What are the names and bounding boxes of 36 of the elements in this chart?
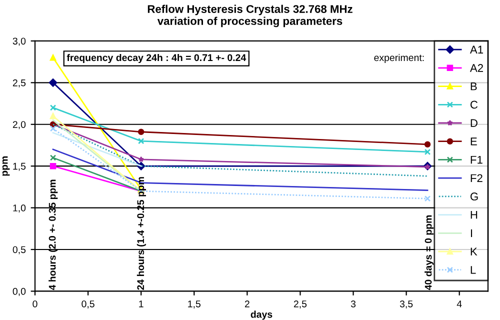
annotation: 4 hours (2.0 +- 0.35 ppm [48,180,58,290]
y-tick-label: 3,0 [12,38,26,46]
legend-label: F1 [470,156,482,164]
legend-label: A1 [470,46,484,54]
legend-label: E [470,138,477,146]
y-tick-label: 2,5 [12,79,26,88]
y-tick-label: 1,0 [13,204,26,213]
x-tick-label: 1 [139,300,144,308]
y-tick-label: 0,0 [12,288,26,296]
y-tick-label: 0,5 [12,246,26,254]
x-tick-label: 2,5 [294,300,307,309]
annotation: 24 hours (1.4 +-0.25 ppm [136,177,146,290]
legend-label: A2 [470,64,483,72]
legend-label: C [470,100,478,109]
y-tick-label: 1,5 [13,162,26,171]
legend-label: K [470,248,478,256]
chart-title: Reflow Hysteresis Crystals 32.768 MHz variation of processing parameters [148,4,352,28]
x-tick-label: 1,5 [188,300,200,309]
y-tick-label: 2,0 [12,121,26,130]
x-tick-label: 2 [244,300,250,308]
legend-label: H [470,211,478,219]
x-axis-title: days [250,310,272,320]
x-tick-label: 3 [350,300,356,308]
x-tick-label: 3,5 [400,300,413,309]
legend-label: I [470,229,472,238]
legend-label: G [470,192,478,200]
x-tick-label: 0 [32,300,38,308]
legend-label: D [470,119,478,127]
annotation: experiment: [374,54,424,64]
x-tick-label: 0,5 [82,300,94,309]
legend-label: B [470,82,477,90]
legend-label: L [470,266,476,274]
annotation: frequency decay 24h : 4h = 0.71 +- 0.24 [66,54,246,64]
legend-label: F2 [470,174,482,182]
x-tick-label: 4 [456,300,462,308]
y-axis-title: ppm [2,156,10,176]
